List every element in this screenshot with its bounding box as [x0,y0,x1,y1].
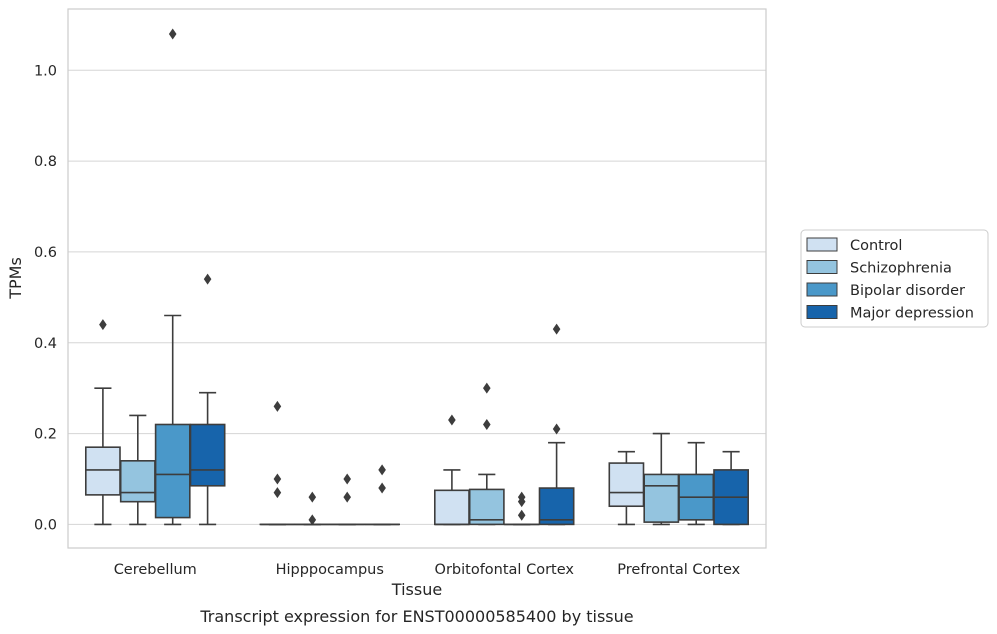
outlier-point [308,491,317,503]
box-iqr [468,488,505,526]
chart-caption: Transcript expression for ENST0000058540… [199,607,633,626]
box-iqr [189,423,226,487]
box [364,464,401,526]
outlier-point [273,487,282,499]
box [433,414,470,526]
box [678,441,715,526]
series-schizophrenia [119,382,680,526]
legend-swatch [806,237,838,252]
box-iqr [608,462,645,508]
x-tick-label: Hipppocampus [276,562,384,578]
box [329,473,366,526]
box [468,382,505,526]
outlier-point [378,482,386,494]
plot-area-frame [67,8,767,549]
legend-label: Major depression [850,306,974,322]
box [294,491,331,526]
legend-frame [800,229,989,328]
y-tick-label: 0.6 [34,245,57,261]
outlier-point [483,382,491,394]
legend-swatch [806,282,838,297]
outlier-point [552,423,561,435]
outlier-point [308,514,317,526]
box [538,323,575,526]
y-tick-label: 0.2 [34,427,57,443]
box-series [84,28,750,526]
legend-label: Bipolar disorder [850,283,965,299]
box-iqr [119,460,156,503]
y-tick-label: 0.4 [34,336,57,352]
legend-item: Major depression [806,305,974,322]
legend-item: Control [806,237,902,254]
box-iqr [538,487,575,526]
x-tick-label: Prefrontal Cortex [617,562,740,578]
box-iqr [154,423,191,519]
box-iqr [643,473,680,523]
outlier-point [378,464,386,476]
box [189,273,226,526]
legend-swatch [806,305,838,319]
legend-label: Control [850,238,902,254]
outlier-point [552,323,561,335]
legend-item: Bipolar disorder [806,282,965,299]
outlier-point [203,273,212,285]
y-tick-label: 0.0 [34,517,57,533]
outlier-point [517,509,526,521]
box [643,432,680,526]
box [119,414,156,526]
y-tick-label: 0.8 [34,154,57,170]
outlier-point [168,28,177,40]
box-iqr [433,489,470,526]
outlier-point [273,473,282,485]
outlier-point [448,414,456,426]
legend-swatch [806,260,838,274]
series-bipolar-disorder [154,28,715,526]
series-control [84,319,645,526]
outlier-point [343,473,351,485]
series-major-depression [189,273,750,526]
outlier-point [483,418,491,430]
box [84,319,121,526]
outlier-point [99,319,107,331]
outlier-point [343,491,351,503]
box [713,450,750,526]
x-tick-label: Orbitofontal Cortex [435,562,575,578]
box [259,400,296,526]
legend: Control Schizophrenia Bipolar disorder Majo… [800,229,989,328]
box-iqr [84,446,121,496]
y-axis-ticks: 0.0 0.2 0.4 0.6 0.8 1.0 [34,63,57,533]
box [608,450,645,526]
legend-label: Schizophrenia [850,261,952,277]
box [154,28,191,526]
x-tick-label: Cerebellum [114,562,197,578]
outlier-point [273,400,282,412]
box [503,491,540,526]
outlier-point [517,496,526,508]
x-axis-ticks: Cerebellum Hipppocampus Orbitofontal Corte… [114,562,741,578]
x-axis-label: Tissue [391,580,442,599]
legend-item: Schizophrenia [806,260,952,277]
y-axis-label: TPMs [6,257,25,300]
y-tick-label: 1.0 [34,63,57,79]
